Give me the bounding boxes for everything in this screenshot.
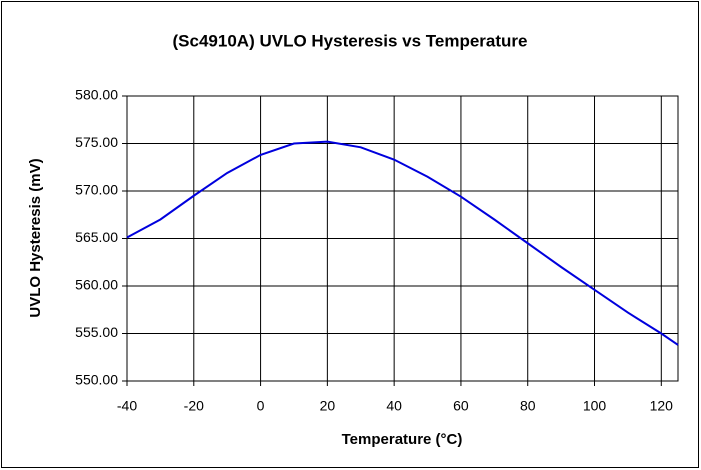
x-tick-label: -20 [184,398,204,414]
data-line [126,140,679,346]
y-axis-label: UVLO Hysteresis (mV) [27,158,44,317]
x-tick-label: 60 [453,398,469,414]
x-tick-label: 20 [320,398,336,414]
y-tick-label: 570.00 [75,182,118,198]
y-tick-label: 550.00 [75,372,118,388]
y-tick-label: 555.00 [75,324,118,340]
chart-title: (Sc4910A) UVLO Hysteresis vs Temperature [173,31,528,50]
y-tick-label: 565.00 [75,229,118,245]
x-tick-label: 100 [583,398,607,414]
x-tick-label: 40 [386,398,402,414]
x-tick-label: 0 [257,398,265,414]
x-axis-label: Temperature (°C) [342,431,463,448]
y-tick-label: 575.00 [75,134,118,150]
y-tick-label: 560.00 [75,277,118,293]
y-tick-label: 580.00 [75,87,118,103]
x-tick-label: 80 [520,398,536,414]
x-tick-label: -40 [117,398,137,414]
x-tick-label: 120 [650,398,674,414]
